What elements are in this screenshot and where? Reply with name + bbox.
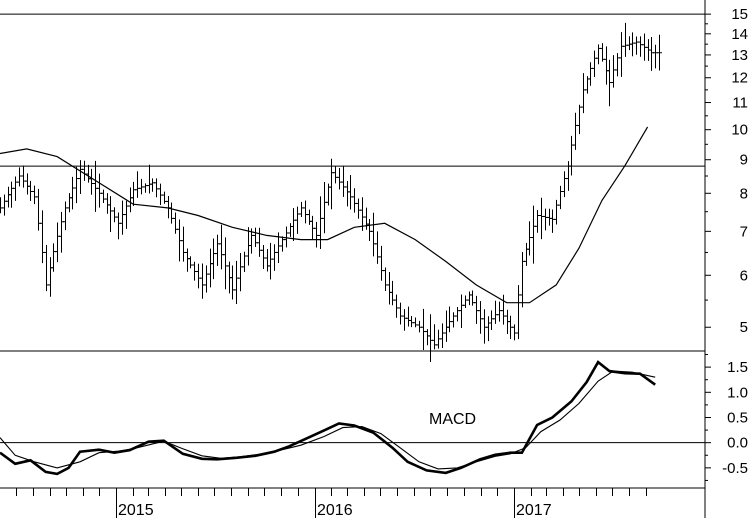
price-y-tick-label: 6 xyxy=(740,267,748,284)
price-y-tick-label: 14 xyxy=(731,26,748,43)
price-y-tick-label: 12 xyxy=(731,70,748,87)
chart-frame: 2015 2016 2017 xyxy=(0,0,706,518)
macd-y-tick-label: 1.0 xyxy=(727,384,748,401)
price-y-tick-label: 11 xyxy=(732,95,748,112)
macd-y-tick-label: 1.5 xyxy=(727,359,748,376)
price-panel: 5 6 7 8 9 10 11 12 13 14 15 xyxy=(0,6,748,363)
x-tick-label: 2017 xyxy=(516,502,552,518)
macd-y-tick-label: 0.0 xyxy=(727,435,748,452)
price-y-tick-label: 9 xyxy=(740,152,748,169)
x-tick-label: 2015 xyxy=(118,502,154,518)
price-y-tick-label: 15 xyxy=(731,6,748,23)
macd-line xyxy=(0,360,656,476)
price-y-tick-label: 10 xyxy=(731,122,748,139)
price-y-tick-label: 13 xyxy=(731,47,748,64)
macd-y-tick-label: -0.5 xyxy=(722,460,748,477)
x-tick-label: 2016 xyxy=(317,502,353,518)
macd-label: MACD xyxy=(429,411,476,428)
price-y-tick-label: 8 xyxy=(740,185,748,202)
macd-panel: -0.5 0.0 0.5 1.0 1.5 xyxy=(0,354,748,481)
moving-average-line xyxy=(0,126,649,304)
price-y-tick-label: 5 xyxy=(740,319,748,336)
price-y-tick-label: 7 xyxy=(740,223,748,240)
macd-signal-line xyxy=(0,370,656,470)
macd-y-tick-label: 0.5 xyxy=(727,409,748,426)
